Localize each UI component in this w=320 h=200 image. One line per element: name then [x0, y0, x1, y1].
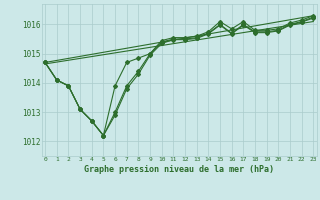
- X-axis label: Graphe pression niveau de la mer (hPa): Graphe pression niveau de la mer (hPa): [84, 165, 274, 174]
